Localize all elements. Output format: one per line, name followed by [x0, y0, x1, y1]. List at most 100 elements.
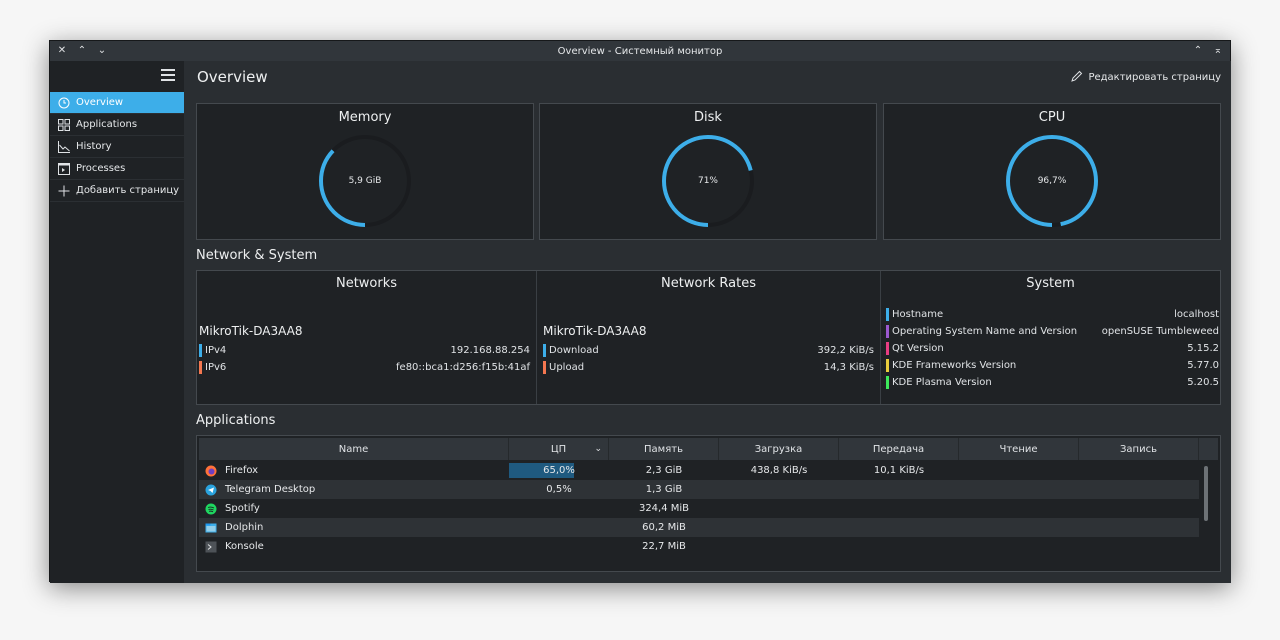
column-header-upload[interactable]: Передача [839, 438, 959, 460]
network-rates-title: Network Rates [661, 276, 756, 291]
clock-icon [58, 97, 70, 109]
table-row[interactable]: Konsole 22,7 MiB [199, 537, 1199, 556]
memory-cell: 2,3 GiB [645, 465, 683, 476]
download-value: 392,2 KiB/s [817, 345, 874, 356]
sidebar-item-history[interactable]: History [50, 136, 184, 158]
upload-cell [839, 518, 959, 537]
gauge-title: Disk [694, 110, 722, 125]
sidebar-item-label: Processes [76, 163, 126, 174]
system-title: System [1026, 276, 1075, 291]
app-name: Telegram Desktop [225, 484, 316, 495]
cpu-cell: 65,0% [509, 461, 609, 480]
ipv6-row: IPv6 fe80::bca1:d256:f15b:41af [199, 360, 530, 375]
upload-row: Upload 14,3 KiB/s [543, 360, 874, 375]
series-color-bar [543, 344, 546, 357]
series-color-bar [886, 342, 889, 355]
konsole-icon [205, 541, 217, 553]
sidebar-item-label: Overview [76, 97, 124, 108]
upload-label: Upload [549, 362, 585, 373]
upload-cell [839, 537, 959, 556]
hamburger-menu-icon[interactable] [161, 69, 175, 81]
hostname-label: Hostname [892, 309, 944, 320]
column-header-cpu[interactable]: ЦП ⌄ [509, 438, 609, 460]
sidebar-nav: Overview Applications History Processes [50, 92, 184, 202]
terminal-icon [58, 162, 70, 175]
column-header-write[interactable]: Запись [1079, 438, 1199, 460]
ipv4-value: 192.168.88.254 [450, 345, 530, 356]
os-row: Operating System Name and Version openSU… [886, 324, 1219, 339]
disk-gauge-ring [662, 135, 754, 227]
download-cell [719, 499, 839, 518]
memory-gauge-card: Memory 5,9 GiB [196, 103, 534, 240]
maximize-icon[interactable]: ⌄ [97, 45, 107, 56]
cpu-gauge-card: CPU 96,7% [883, 103, 1221, 240]
cpu-cell [509, 537, 609, 556]
column-header-name[interactable]: Name [199, 438, 509, 460]
column-header-read[interactable]: Чтение [959, 438, 1079, 460]
app-name: Dolphin [225, 522, 264, 533]
table-row[interactable]: Firefox 65,0% 2,3 GiB 438,8 KiB/s 10,1 K… [199, 461, 1199, 480]
column-header-memory[interactable]: Память [609, 438, 719, 460]
app-name: Konsole [225, 541, 264, 552]
memory-cell: 22,7 MiB [642, 541, 686, 552]
column-header-download[interactable]: Загрузка [719, 438, 839, 460]
table-row[interactable]: Spotify 324,4 MiB [199, 499, 1199, 518]
edit-page-label: Редактировать страницу [1088, 72, 1221, 83]
series-color-bar [199, 344, 202, 357]
sidebar-item-add-page[interactable]: Добавить страницу [50, 180, 184, 202]
dolphin-icon [205, 522, 217, 534]
firefox-icon [205, 465, 217, 477]
download-label: Download [549, 345, 599, 356]
grid-icon [58, 118, 70, 131]
series-color-bar [886, 308, 889, 321]
download-cell: 438,8 KiB/s [750, 465, 808, 476]
gauge-value: 71% [697, 176, 718, 186]
read-cell [959, 499, 1079, 518]
write-cell [1079, 537, 1199, 556]
os-label: Operating System Name and Version [892, 326, 1078, 337]
network-rates-column: Network Rates MikroTik-DA3AA8 Download 3… [536, 271, 880, 404]
read-cell [959, 518, 1079, 537]
plus-icon [58, 185, 70, 197]
sidebar-item-applications[interactable]: Applications [50, 114, 184, 136]
name-cell: Dolphin [199, 518, 509, 537]
kf-version-value: 5.77.0 [1187, 360, 1219, 371]
ipv4-row: IPv4 192.168.88.254 [199, 343, 530, 358]
ipv6-value: fe80::bca1:d256:f15b:41af [396, 362, 530, 373]
sidebar-item-overview[interactable]: Overview [50, 92, 184, 114]
table-scrollbar[interactable] [1204, 466, 1208, 521]
read-cell [959, 537, 1079, 556]
write-cell [1079, 518, 1199, 537]
keep-above-icon[interactable]: ⌃ [1193, 45, 1203, 56]
series-color-bar [886, 376, 889, 389]
table-row[interactable]: Dolphin 60,2 MiB [199, 518, 1199, 537]
download-row: Download 392,2 KiB/s [543, 343, 874, 358]
shade-icon[interactable]: ⌅ [1213, 45, 1223, 56]
table-header: Name ЦП ⌄ Память Загрузка Передача Чтени… [199, 438, 1218, 460]
sidebar-item-label: Добавить страницу [76, 185, 180, 196]
sidebar-item-processes[interactable]: Processes [50, 158, 184, 180]
upload-cell [839, 499, 959, 518]
sidebar: Overview Applications History Processes [50, 61, 184, 583]
main-content: Overview Редактировать страницу Memory 5… [184, 61, 1231, 583]
cpu-gauge-ring [1006, 135, 1098, 227]
plasma-version-label: KDE Plasma Version [892, 377, 992, 388]
memory-gauge-ring [319, 135, 411, 227]
close-icon[interactable]: ✕ [57, 45, 67, 56]
system-monitor-window: ✕ ⌃ ⌄ Overview - Системный монитор ⌃ ⌅ O… [49, 40, 1231, 583]
memory-cell: 60,2 MiB [642, 522, 686, 533]
table-row[interactable]: Telegram Desktop 0,5% 1,3 GiB [199, 480, 1199, 499]
plasma-version-row: KDE Plasma Version 5.20.5 [886, 375, 1219, 390]
disk-gauge-card: Disk 71% [539, 103, 877, 240]
gauge-value: 5,9 GiB [348, 176, 382, 186]
chevron-down-icon: ⌄ [594, 444, 602, 454]
network-system-heading: Network & System [196, 248, 318, 263]
interface-name: MikroTik-DA3AA8 [199, 324, 303, 338]
minimize-icon[interactable]: ⌃ [77, 45, 87, 56]
ipv6-label: IPv6 [205, 362, 227, 373]
edit-page-button[interactable]: Редактировать страницу [1071, 70, 1221, 85]
memory-cell: 1,3 GiB [645, 484, 683, 495]
cpu-value: 65,0% [543, 465, 575, 476]
sidebar-item-label: Applications [76, 119, 138, 130]
hostname-row: Hostname localhost [886, 307, 1219, 322]
